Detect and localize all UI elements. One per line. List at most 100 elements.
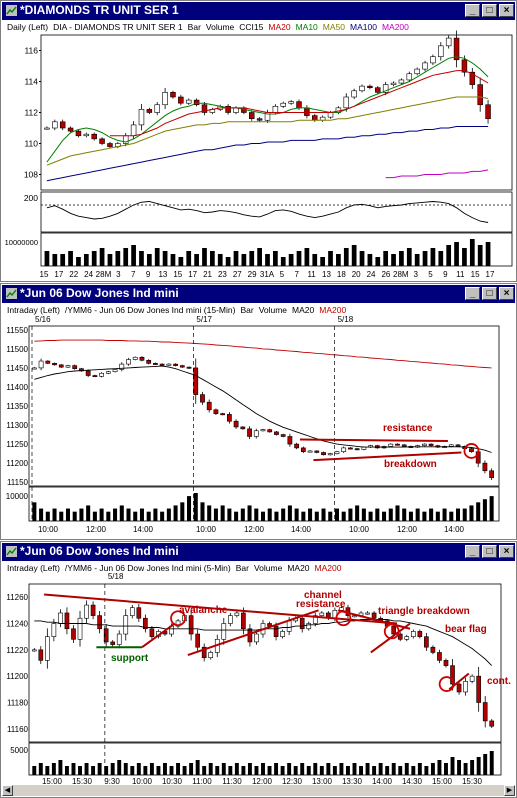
candle-bar — [469, 448, 474, 453]
candle-bar — [312, 115, 318, 121]
volume-bar — [321, 508, 326, 521]
volume-bar — [139, 251, 144, 266]
volume-bar — [193, 493, 198, 521]
restore-button[interactable]: □ — [482, 287, 497, 300]
y-tick-label: 108 — [24, 170, 38, 180]
x-tick-label: 14:00 — [444, 525, 465, 534]
y-tick-label: 11180 — [7, 699, 29, 708]
x-tick-label: 14:00 — [133, 525, 154, 534]
candle-bar — [179, 365, 185, 368]
volume-bar — [194, 254, 199, 266]
minimize-button[interactable]: _ — [465, 545, 480, 558]
minimize-button[interactable]: _ — [465, 287, 480, 300]
volume-bar — [430, 248, 436, 266]
legend-item: /YMM6 - Jun 06 Dow Jones Ind mini (5-Min… — [64, 563, 231, 573]
candle-bar — [253, 430, 259, 437]
volume-bar — [44, 251, 50, 266]
candle-bar — [139, 356, 145, 361]
candle-bar — [220, 413, 226, 416]
volume-bar — [326, 763, 331, 775]
volume-bar — [227, 508, 232, 521]
volume-bar — [368, 511, 373, 521]
trendline — [43, 593, 398, 625]
volume-bar — [359, 251, 365, 266]
titlebar[interactable]: *Jun 06 Dow Jones Ind mini _ □ × — [2, 285, 515, 303]
candle-bar — [146, 359, 152, 364]
candle-bar — [274, 431, 279, 435]
x-tick-label: 9:30 — [104, 777, 120, 785]
y-tick-label: 11240 — [6, 620, 28, 629]
candle-bar — [461, 59, 468, 73]
volume-bar — [463, 763, 468, 775]
restore-button[interactable]: □ — [482, 4, 497, 17]
candle-bar — [119, 363, 125, 370]
legend-item: Bar — [187, 22, 201, 32]
volume-bar — [234, 763, 239, 775]
intraday-5min-window: *Jun 06 Dow Jones Ind mini _ □ × Intrada… — [0, 541, 517, 798]
volume-bar — [304, 248, 310, 266]
scroll-right-icon[interactable]: ▶ — [504, 785, 515, 796]
volume-bar — [422, 251, 428, 266]
candle-bar — [51, 623, 57, 637]
candle-bar — [343, 96, 350, 109]
candle-bar — [348, 447, 353, 450]
scroll-left-icon[interactable]: ◀ — [2, 785, 13, 796]
pattern-circle — [335, 610, 352, 627]
horizontal-scrollbar[interactable]: ◀ ▶ — [2, 785, 515, 796]
close-button[interactable]: × — [499, 287, 514, 300]
volume-bar — [476, 757, 481, 775]
titlebar[interactable]: *DIAMONDS TR UNIT SER 1 _ □ × — [2, 2, 515, 20]
close-button[interactable]: × — [499, 545, 514, 558]
volume-bar — [220, 505, 225, 521]
candle-bar — [371, 612, 377, 619]
volume-bar — [375, 508, 380, 521]
candle-bar — [482, 702, 488, 722]
volume-bar — [180, 502, 185, 521]
legend-item: MA20 — [268, 22, 291, 32]
volume-bar — [32, 766, 37, 775]
titlebar[interactable]: *Jun 06 Dow Jones Ind mini _ □ × — [2, 543, 515, 561]
candle-bar — [307, 450, 313, 453]
day-label: 5/17 — [196, 315, 212, 324]
candle-bar — [72, 365, 78, 369]
volume-bar — [178, 257, 184, 266]
candle-bar — [437, 652, 442, 661]
close-button[interactable]: × — [499, 4, 514, 17]
volume-bar — [294, 508, 299, 521]
y-tick-label: 11400 — [6, 383, 28, 392]
candle-bar — [162, 92, 168, 106]
volume-bar — [254, 508, 259, 521]
volume-bar — [336, 254, 341, 266]
minimize-button[interactable]: _ — [465, 4, 480, 17]
volume-bar — [391, 254, 396, 266]
y-tick-label: 11350 — [6, 402, 28, 411]
y-tick-label: 11150 — [7, 478, 29, 487]
volume-bar — [408, 511, 413, 521]
volume-bar — [113, 508, 118, 521]
candle-bar — [136, 607, 142, 619]
volume-bar — [52, 254, 58, 266]
candle-bar — [422, 62, 428, 70]
candle-bar — [206, 401, 212, 411]
candle-bar — [185, 99, 192, 104]
x-tick-label: 3 — [116, 270, 121, 279]
volume-bar — [58, 760, 63, 775]
x-tick-label: 10:00 — [196, 525, 217, 534]
volume-bar — [123, 763, 128, 775]
volume-bar — [45, 511, 50, 521]
trendline — [299, 438, 448, 443]
candle-bar — [38, 649, 44, 661]
legend-item: Bar — [240, 305, 254, 315]
restore-button[interactable]: □ — [482, 545, 497, 558]
volume-bar — [359, 766, 363, 775]
x-tick-label: 15:00 — [42, 777, 63, 785]
volume-bar — [489, 751, 494, 775]
volume-bar — [241, 254, 247, 266]
volume-bar — [345, 766, 350, 775]
x-tick-label: 10:00 — [38, 525, 59, 534]
volume-bar — [163, 763, 167, 775]
candle-bar — [430, 56, 436, 64]
annotation: cont. — [487, 676, 511, 687]
daily-chart-window: *DIAMONDS TR UNIT SER 1 _ □ × Daily (Lef… — [0, 0, 517, 282]
candle-bar — [422, 443, 427, 446]
